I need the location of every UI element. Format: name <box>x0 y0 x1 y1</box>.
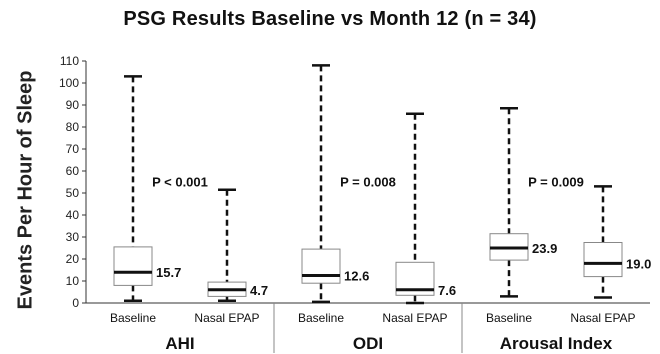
y-tick-label: 80 <box>66 120 80 134</box>
category-label: Baseline <box>298 311 344 325</box>
box-value-label: 7.6 <box>438 283 456 298</box>
category-label: Baseline <box>110 311 156 325</box>
y-tick-label: 20 <box>66 252 80 266</box>
y-tick-label: 30 <box>66 230 80 244</box>
y-tick-label: 40 <box>66 208 80 222</box>
box-value-label: 12.6 <box>344 269 369 284</box>
y-tick-label: 0 <box>72 296 79 310</box>
iqr-box <box>301 248 341 284</box>
group-label: Arousal Index <box>500 334 613 353</box>
box-value-label: 4.7 <box>250 283 268 298</box>
p-value-label: P = 0.009 <box>528 174 584 189</box>
chart-title: PSG Results Baseline vs Month 12 (n = 34… <box>123 8 537 30</box>
box-value-label: 19.0 <box>626 256 651 271</box>
y-tick-label: 10 <box>66 274 80 288</box>
p-value-label: P = 0.008 <box>340 174 396 189</box>
group-label: ODI <box>353 334 383 353</box>
iqr-box <box>583 242 623 278</box>
box-value-label: 15.7 <box>156 265 181 280</box>
y-tick-label: 100 <box>59 76 79 90</box>
category-label: Nasal EPAP <box>382 311 447 325</box>
category-label: Nasal EPAP <box>194 311 259 325</box>
y-tick-label: 90 <box>66 98 80 112</box>
iqr-box <box>113 246 153 286</box>
y-tick-label: 60 <box>66 164 80 178</box>
y-tick-label: 110 <box>60 54 79 68</box>
box-value-label: 23.9 <box>532 241 557 256</box>
p-value-label: P < 0.001 <box>152 174 208 189</box>
category-label: Baseline <box>486 311 532 325</box>
y-tick-label: 70 <box>66 142 80 156</box>
category-label: Nasal EPAP <box>570 311 635 325</box>
y-tick-label: 50 <box>66 186 80 200</box>
group-label: AHI <box>165 334 194 353</box>
